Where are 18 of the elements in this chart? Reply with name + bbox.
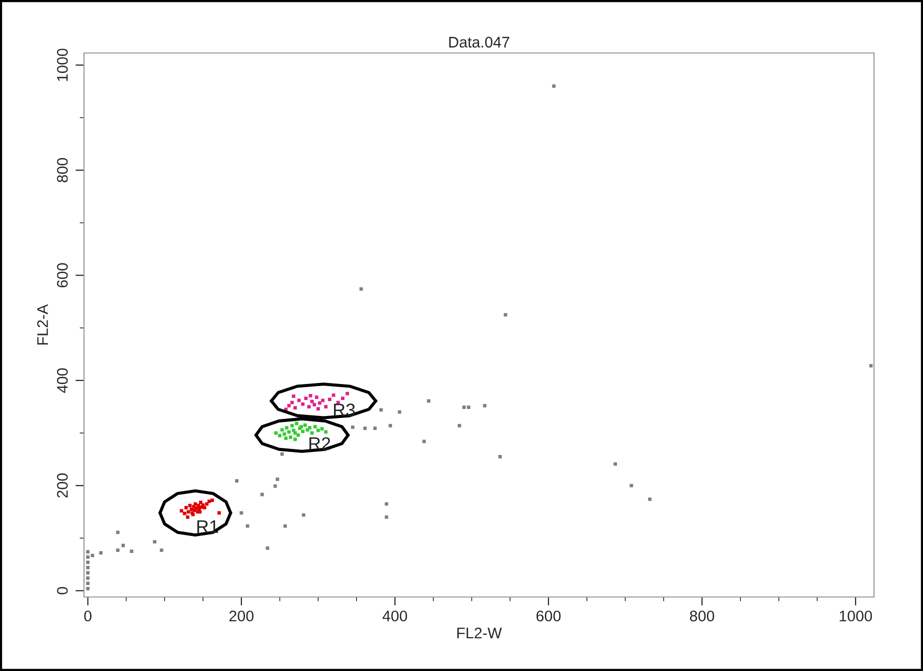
annotation: R1 [197,520,218,533]
y-tick-label: 400 [56,368,68,393]
x-tick-label: 0 [84,610,92,622]
y-tick-label: 0 [56,587,68,594]
y-tick-label: 1000 [56,48,68,81]
x-tick-label: 800 [690,610,714,622]
y-tick-label: 200 [56,473,68,498]
x-tick-label: 1000 [840,610,872,622]
y-tick-label: 600 [56,263,68,288]
x-tick-label: 600 [536,610,561,622]
x-axis-title: FL2-W [457,628,502,638]
y-axis-title: FL2-A [37,304,48,345]
annotation: R2 [309,437,330,450]
annotation: R3 [334,404,355,416]
chart-title: Data.047 [449,36,510,48]
x-tick-label: 400 [382,610,408,622]
y-tick-label: 800 [56,158,68,182]
x-tick-label: 200 [229,610,254,622]
